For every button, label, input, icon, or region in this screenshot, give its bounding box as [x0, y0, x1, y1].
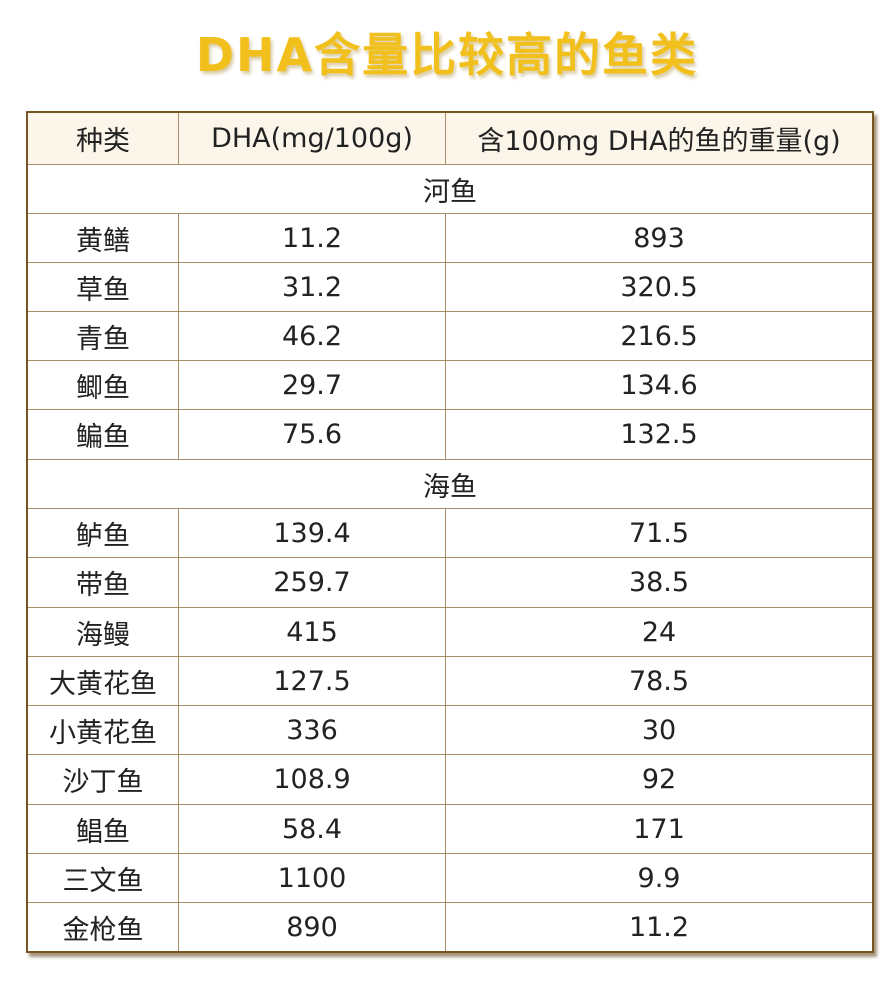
weight-cell: 24: [641, 616, 677, 648]
table-row: 鳊鱼 75.6 132.5: [28, 410, 872, 460]
species-cell: 三文鱼: [28, 854, 179, 902]
dha-cell: 415: [179, 608, 446, 656]
table-row: 青鱼 46.2 216.5: [28, 312, 872, 361]
weight-cell: 30: [641, 714, 677, 746]
table-row: 鲳鱼 58.4 171: [28, 805, 872, 854]
table-row: 鲫鱼 29.7 134.6: [28, 361, 872, 410]
dha-cell: 139.4: [179, 509, 446, 557]
species-cell: 黄鳝: [28, 214, 179, 262]
dha-cell: 46.2: [179, 312, 446, 360]
species-cell: 金枪鱼: [28, 903, 179, 951]
header-weight: 含100mg DHA的鱼的重量(g): [477, 126, 841, 157]
weight-cell: 216.5: [620, 320, 698, 352]
weight-cell: 134.6: [620, 369, 698, 401]
dha-cell: 1100: [179, 854, 446, 902]
table-row: 黄鳝 11.2 893: [28, 214, 872, 263]
species-cell: 海鳗: [28, 608, 179, 656]
section-label: 河鱼: [423, 176, 477, 208]
species-cell: 沙丁鱼: [28, 755, 179, 804]
table-header-row: 种类 DHA(mg/100g) 含100mg DHA的鱼的重量(g): [28, 113, 872, 165]
dha-cell: 31.2: [179, 263, 446, 311]
species-cell: 小黄花鱼: [28, 706, 179, 754]
table-row: 海鳗 415 24: [28, 608, 872, 657]
species-cell: 青鱼: [28, 312, 179, 360]
species-cell: 大黄花鱼: [28, 657, 179, 705]
dha-fish-table: 种类 DHA(mg/100g) 含100mg DHA的鱼的重量(g) 河鱼 黄鳝…: [26, 111, 874, 953]
weight-cell: 38.5: [628, 567, 690, 598]
species-cell: 带鱼: [28, 558, 179, 607]
table-row: 大黄花鱼 127.5 78.5: [28, 657, 872, 706]
section-label: 海鱼: [423, 471, 477, 503]
weight-cell: 9.9: [637, 862, 681, 894]
weight-cell: 171: [633, 813, 685, 845]
weight-cell: 71.5: [628, 517, 690, 549]
header-dha: DHA(mg/100g): [179, 113, 446, 164]
weight-cell: 78.5: [628, 665, 690, 697]
section-header-sea-fish: 海鱼: [28, 460, 872, 509]
dha-cell: 127.5: [179, 657, 446, 705]
dha-cell: 58.4: [179, 805, 446, 853]
dha-cell: 108.9: [179, 755, 446, 804]
species-cell: 鳊鱼: [28, 410, 179, 459]
species-cell: 鲫鱼: [28, 361, 179, 409]
section-header-river-fish: 河鱼: [28, 165, 872, 214]
table-row: 金枪鱼 890 11.2: [28, 903, 872, 951]
species-cell: 鲈鱼: [28, 509, 179, 557]
table-row: 草鱼 31.2 320.5: [28, 263, 872, 312]
dha-cell: 29.7: [179, 361, 446, 409]
species-cell: 草鱼: [28, 263, 179, 311]
header-species: 种类: [28, 113, 179, 164]
weight-cell: 132.5: [620, 419, 698, 450]
page-title: DHA含量比较高的鱼类: [195, 28, 699, 82]
weight-cell: 893: [633, 222, 685, 254]
dha-cell: 75.6: [179, 410, 446, 459]
table-row: 小黄花鱼 336 30: [28, 706, 872, 755]
species-cell: 鲳鱼: [28, 805, 179, 853]
weight-cell: 11.2: [628, 911, 690, 943]
table-row: 带鱼 259.7 38.5: [28, 558, 872, 608]
dha-cell: 11.2: [179, 214, 446, 262]
dha-cell: 259.7: [179, 558, 446, 607]
dha-cell: 890: [179, 903, 446, 951]
weight-cell: 92: [641, 764, 677, 795]
dha-cell: 336: [179, 706, 446, 754]
table-row: 沙丁鱼 108.9 92: [28, 755, 872, 805]
table-row: 鲈鱼 139.4 71.5: [28, 509, 872, 558]
table-row: 三文鱼 1100 9.9: [28, 854, 872, 903]
weight-cell: 320.5: [620, 271, 698, 303]
